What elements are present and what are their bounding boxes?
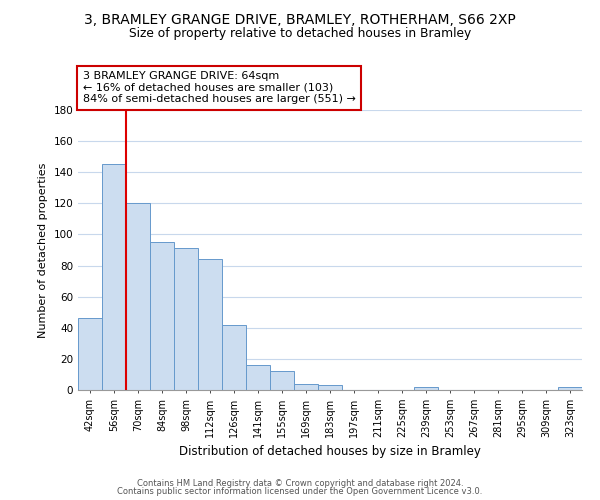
X-axis label: Distribution of detached houses by size in Bramley: Distribution of detached houses by size … [179, 446, 481, 458]
Text: 3 BRAMLEY GRANGE DRIVE: 64sqm
← 16% of detached houses are smaller (103)
84% of : 3 BRAMLEY GRANGE DRIVE: 64sqm ← 16% of d… [83, 71, 356, 104]
Bar [270, 372, 294, 390]
Bar [150, 242, 174, 390]
Text: Contains public sector information licensed under the Open Government Licence v3: Contains public sector information licen… [118, 487, 482, 496]
Text: Contains HM Land Registry data © Crown copyright and database right 2024.: Contains HM Land Registry data © Crown c… [137, 478, 463, 488]
Text: 3, BRAMLEY GRANGE DRIVE, BRAMLEY, ROTHERHAM, S66 2XP: 3, BRAMLEY GRANGE DRIVE, BRAMLEY, ROTHER… [84, 12, 516, 26]
Bar [318, 386, 342, 390]
Bar [102, 164, 126, 390]
Text: Size of property relative to detached houses in Bramley: Size of property relative to detached ho… [129, 28, 471, 40]
Bar [558, 387, 582, 390]
Bar [414, 387, 438, 390]
Bar [78, 318, 102, 390]
Bar [222, 324, 246, 390]
Bar [174, 248, 198, 390]
Y-axis label: Number of detached properties: Number of detached properties [38, 162, 48, 338]
Bar [294, 384, 318, 390]
Bar [126, 204, 150, 390]
Bar [198, 260, 222, 390]
Bar [246, 365, 270, 390]
